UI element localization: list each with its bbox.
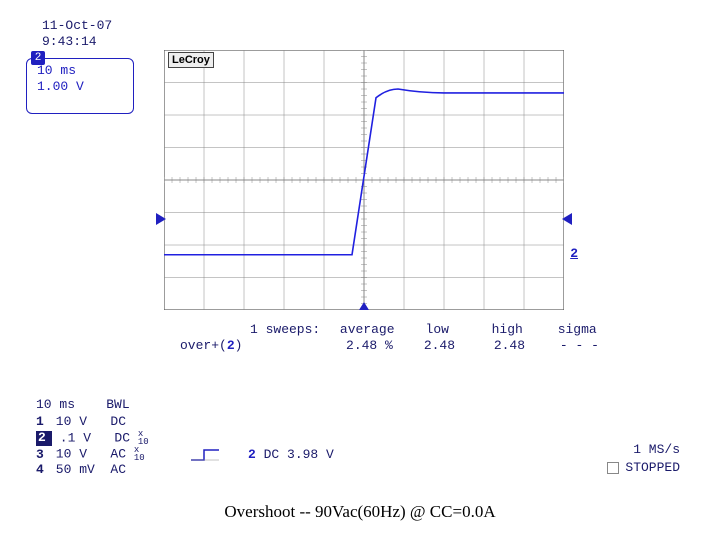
channel-2-ground-label: 2 (570, 246, 578, 261)
dc-measurement: 2 DC 3.98 V (248, 447, 334, 462)
dc-value: DC 3.98 V (264, 447, 334, 462)
volts-per-div: 1.00 V (37, 79, 127, 95)
channel-badge: 2 (31, 51, 45, 65)
channel-row: 1 10 V DC (36, 415, 149, 430)
channel-row: 2 .1 V DC x10 (36, 430, 149, 446)
acquisition-state: STOPPED (607, 460, 680, 475)
measurement-readout: 1 sweeps:averagelowhighsigma over+(2)2.4… (180, 322, 600, 353)
capture-date: 11-Oct-07 (42, 18, 112, 34)
time-per-div: 10 ms (37, 63, 127, 79)
trigger-level-marker-right (562, 213, 572, 225)
stop-icon (607, 462, 619, 474)
trigger-level-marker-left (156, 213, 166, 225)
dc-channel-num: 2 (248, 447, 256, 462)
channel-header: 10 ms BWL (36, 398, 149, 413)
capture-time: 9:43:14 (42, 34, 112, 50)
channel-settings: 10 ms BWL 1 10 V DC2 .1 V DC x103 10 V A… (36, 398, 149, 478)
capture-timestamp: 11-Oct-07 9:43:14 (42, 18, 112, 49)
timebase-box: 2 10 ms 1.00 V (26, 58, 134, 114)
oscilloscope-display: LeCroy 2 (164, 50, 564, 310)
scope-grid (164, 50, 564, 310)
sample-rate: 1 MS/s (633, 442, 680, 457)
channel-row: 4 50 mV AC (36, 463, 149, 478)
figure-caption: Overshoot -- 90Vac(60Hz) @ CC=0.0A (0, 502, 720, 522)
scope-logo: LeCroy (168, 52, 214, 68)
header-bwl: BWL (106, 397, 129, 412)
header-timebase: 10 ms (36, 397, 75, 412)
channel-row: 3 10 V AC x10 (36, 446, 149, 462)
acquisition-state-text: STOPPED (625, 460, 680, 475)
step-response-icon (190, 446, 220, 464)
